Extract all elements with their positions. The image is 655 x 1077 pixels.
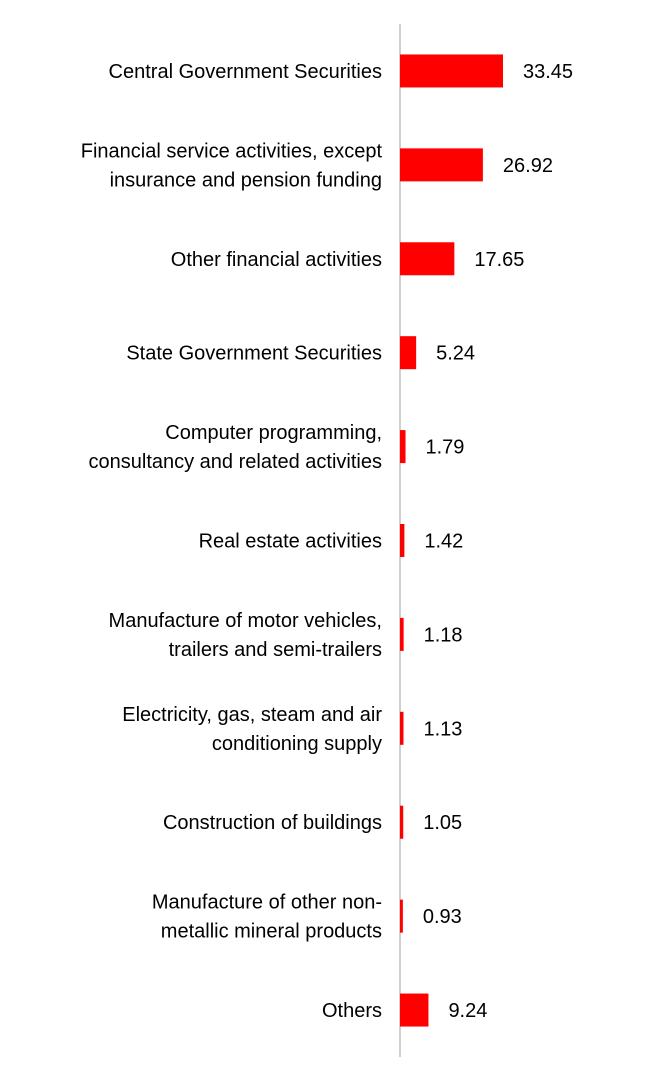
bars-group xyxy=(400,54,503,1027)
bar xyxy=(400,899,403,933)
category-label: Others xyxy=(322,1000,382,1022)
category-label: Financial service activities, except xyxy=(81,140,383,162)
category-label: State Government Securities xyxy=(126,343,382,365)
bar-value-label: 0.93 xyxy=(423,906,462,928)
category-label: insurance and pension funding xyxy=(110,169,382,191)
category-label: Other financial activities xyxy=(171,249,382,271)
bar-value-label: 33.45 xyxy=(523,61,573,83)
bar-value-label: 17.65 xyxy=(474,249,524,271)
category-label: Central Government Securities xyxy=(109,61,382,83)
category-label: Manufacture of other non- xyxy=(152,892,382,914)
category-label: Real estate activities xyxy=(199,531,382,553)
bar-value-label: 1.05 xyxy=(423,812,462,834)
bar-value-label: 1.18 xyxy=(424,624,463,646)
bar-value-label: 1.42 xyxy=(424,531,463,553)
bar xyxy=(400,148,483,182)
bar-value-label: 9.24 xyxy=(448,1000,487,1022)
category-label: Computer programming, xyxy=(165,422,382,444)
bar xyxy=(400,993,429,1027)
bar-value-label: 1.13 xyxy=(423,718,462,740)
bar xyxy=(400,336,417,370)
category-label: consultancy and related activities xyxy=(89,451,383,473)
bar xyxy=(400,805,404,839)
bar-value-label: 26.92 xyxy=(503,155,553,177)
value-labels-group: 33.45 26.92 17.65 5.24 1.79 1.42 1.18 1.13 1.05 0… xyxy=(423,61,573,1022)
bar-value-label: 1.79 xyxy=(426,437,465,459)
bar xyxy=(400,524,405,557)
category-label: Electricity, gas, steam and air xyxy=(122,704,382,726)
category-label: Manufacture of motor vehicles, xyxy=(109,610,382,632)
bar xyxy=(400,430,406,464)
category-label: Construction of buildings xyxy=(163,812,382,834)
bar xyxy=(400,242,455,276)
category-labels-group: Central Government Securities Financial s… xyxy=(81,61,383,1022)
category-label: metallic mineral products xyxy=(161,921,382,943)
bar xyxy=(400,617,404,651)
bar xyxy=(400,54,503,88)
category-label: conditioning supply xyxy=(212,733,382,755)
category-label: trailers and semi-trailers xyxy=(169,639,382,661)
bar-value-label: 5.24 xyxy=(436,343,475,365)
bar xyxy=(400,711,404,745)
